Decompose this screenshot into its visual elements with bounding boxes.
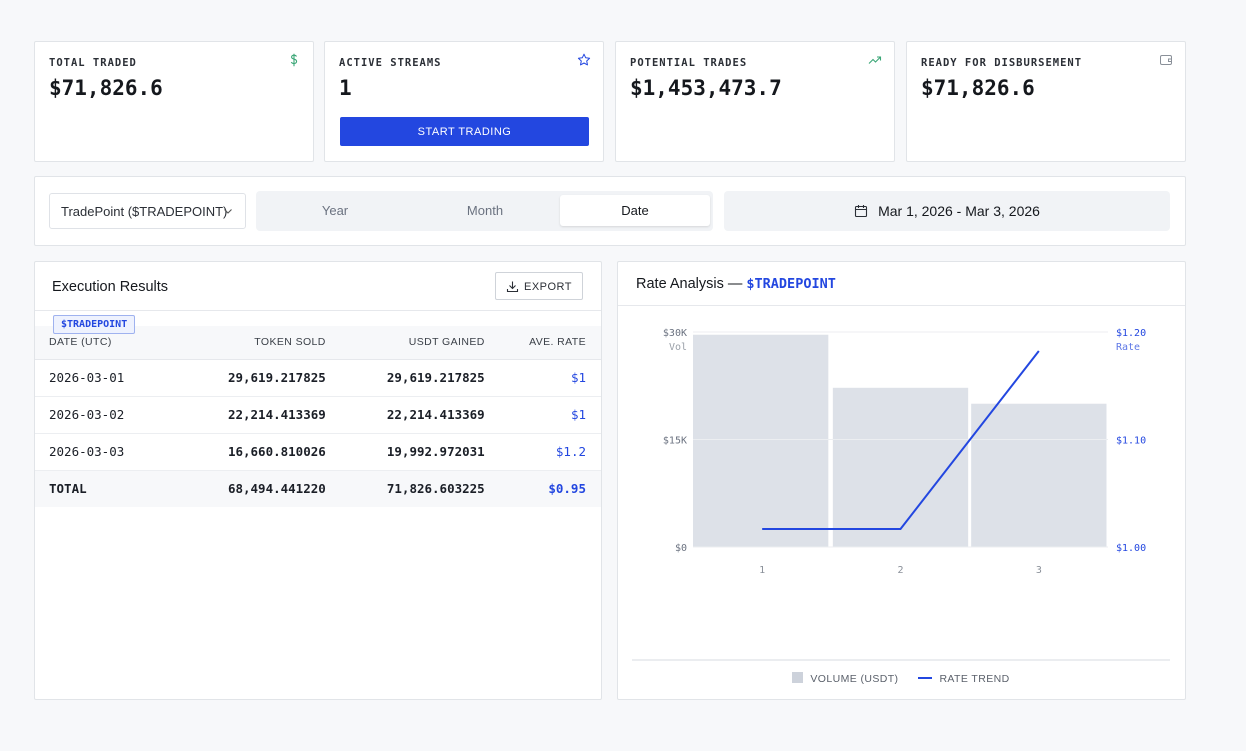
table-row: 2026-03-03 16,660.810026 19,992.972031 $…: [35, 433, 601, 471]
star-icon: [577, 53, 591, 66]
legend-rate-label: RATE TREND: [939, 673, 1010, 685]
cell-date: 2026-03-02: [35, 396, 182, 434]
cell-date: 2026-03-03: [35, 433, 182, 471]
cell-date: 2026-03-01: [35, 359, 182, 397]
stat-label: TOTAL TRADED: [49, 57, 137, 69]
volume-bar: [832, 387, 969, 547]
period-toggle: Year Month Date: [256, 191, 713, 231]
y-right-unit-label: Rate: [1116, 342, 1140, 353]
chart-title-prefix: Rate Analysis —: [636, 276, 743, 292]
x-tick-label: 2: [897, 565, 903, 576]
chart-legend: VOLUME (USDT) RATE TREND: [618, 672, 1184, 685]
column-header: USDT GAINED: [340, 326, 500, 360]
token-badge: $TRADEPOINT: [53, 315, 136, 334]
y-left-unit-label: Vol: [669, 342, 687, 353]
token-select-value: TradePoint ($TRADEPOINT): [61, 204, 228, 219]
volume-bar: [971, 403, 1107, 547]
chevron-down-icon: [224, 209, 232, 214]
calendar-icon: [855, 205, 868, 218]
x-tick-label: 1: [759, 565, 765, 576]
execution-results-panel: Execution Results EXPORT $TRADEPOINT DAT…: [34, 261, 602, 700]
table-total-row: TOTAL 68,494.441220 71,826.603225 $0.95: [35, 469, 601, 507]
results-table: DATE (UTC) TOKEN SOLD USDT GAINED AVE. R…: [35, 326, 601, 507]
y-right-tick-label: $1.20: [1116, 328, 1146, 339]
export-label: EXPORT: [523, 280, 573, 293]
stat-label: POTENTIAL TRADES: [630, 57, 748, 69]
cell-ave-rate: $1.2: [499, 433, 601, 471]
period-year[interactable]: Year: [321, 203, 349, 218]
cell-token-sold: 16,660.810026: [181, 433, 341, 471]
y-left-tick-label: $0: [675, 543, 687, 554]
period-date[interactable]: Date: [560, 195, 710, 226]
y-left-tick-label: $15K: [663, 436, 687, 447]
x-tick-label: 3: [1036, 565, 1042, 576]
stat-value: 1: [339, 76, 352, 100]
cell-token-sold: 29,619.217825: [181, 359, 341, 397]
panel-title: Execution Results: [52, 279, 169, 295]
stat-card-potential-trades: POTENTIAL TRADES $1,453,473.7: [615, 41, 895, 162]
stat-label: READY FOR DISBURSEMENT: [921, 57, 1083, 69]
column-header: TOKEN SOLD: [181, 326, 341, 360]
export-button[interactable]: EXPORT: [495, 272, 583, 300]
legend-volume-label: VOLUME (USDT): [810, 673, 899, 685]
cell-usdt-gained: 19,992.972031: [340, 433, 500, 471]
table-row: 2026-03-02 22,214.413369 22,214.413369 $…: [35, 396, 601, 434]
table-row: 2026-03-01 29,619.217825 29,619.217825 $…: [35, 359, 601, 397]
y-right-tick-label: $1.00: [1116, 543, 1146, 554]
stat-value: $71,826.6: [921, 76, 1035, 100]
wallet-icon: [1160, 55, 1172, 65]
cell-total-token-sold: 68,494.441220: [181, 469, 341, 507]
start-trading-button[interactable]: START TRADING: [340, 117, 589, 146]
cell-token-sold: 22,214.413369: [181, 396, 341, 434]
dollar-icon: [290, 53, 298, 67]
stat-card-active-streams: ACTIVE STREAMS 1 START TRADING: [324, 41, 604, 162]
rate-trend-line: [762, 350, 1040, 530]
chart-title-token: $TRADEPOINT: [746, 276, 836, 292]
table-header-row: DATE (UTC) TOKEN SOLD USDT GAINED AVE. R…: [35, 326, 601, 360]
rate-analysis-panel: Rate Analysis — $TRADEPOINT 1 2 3 $0 $15K $30…: [617, 261, 1186, 700]
cell-total-label: TOTAL: [35, 469, 182, 507]
y-left-tick-label: $30K: [663, 328, 687, 339]
cell-total-ave-rate: $0.95: [499, 469, 601, 507]
cell-ave-rate: $1: [499, 396, 601, 434]
legend-rate-swatch: [918, 677, 933, 679]
download-icon: [506, 281, 519, 292]
trending-up-icon: [868, 56, 882, 64]
stat-card-total-traded: TOTAL TRADED $71,826.6: [34, 41, 314, 162]
cell-usdt-gained: 22,214.413369: [340, 396, 500, 434]
rate-chart: 1 2 3 $0 $15K $30K Vol $1.00 $1.10 $1.20 Rate: [632, 328, 1170, 661]
legend-volume-swatch: [792, 672, 804, 683]
token-select[interactable]: TradePoint ($TRADEPOINT): [49, 193, 246, 229]
filter-bar: TradePoint ($TRADEPOINT) Year Month Date…: [34, 176, 1186, 246]
stat-value: $71,826.6: [49, 76, 163, 100]
y-right-tick-label: $1.10: [1116, 436, 1146, 447]
cell-ave-rate: $1: [499, 359, 601, 397]
date-range-picker[interactable]: Mar 1, 2026 - Mar 3, 2026: [724, 191, 1170, 231]
period-month[interactable]: Month: [466, 203, 504, 218]
stat-value: $1,453,473.7: [630, 76, 782, 100]
stat-card-ready-disbursement: READY FOR DISBURSEMENT $71,826.6: [906, 41, 1186, 162]
divider: [35, 310, 601, 311]
volume-bar: [693, 334, 829, 547]
cell-usdt-gained: 29,619.217825: [340, 359, 500, 397]
date-range-value: Mar 1, 2026 - Mar 3, 2026: [878, 203, 1040, 219]
stat-label: ACTIVE STREAMS: [339, 57, 442, 69]
divider: [618, 305, 1185, 306]
chart-title: Rate Analysis — $TRADEPOINT: [636, 276, 836, 292]
column-header: AVE. RATE: [499, 326, 601, 360]
cell-total-usdt-gained: 71,826.603225: [340, 469, 500, 507]
